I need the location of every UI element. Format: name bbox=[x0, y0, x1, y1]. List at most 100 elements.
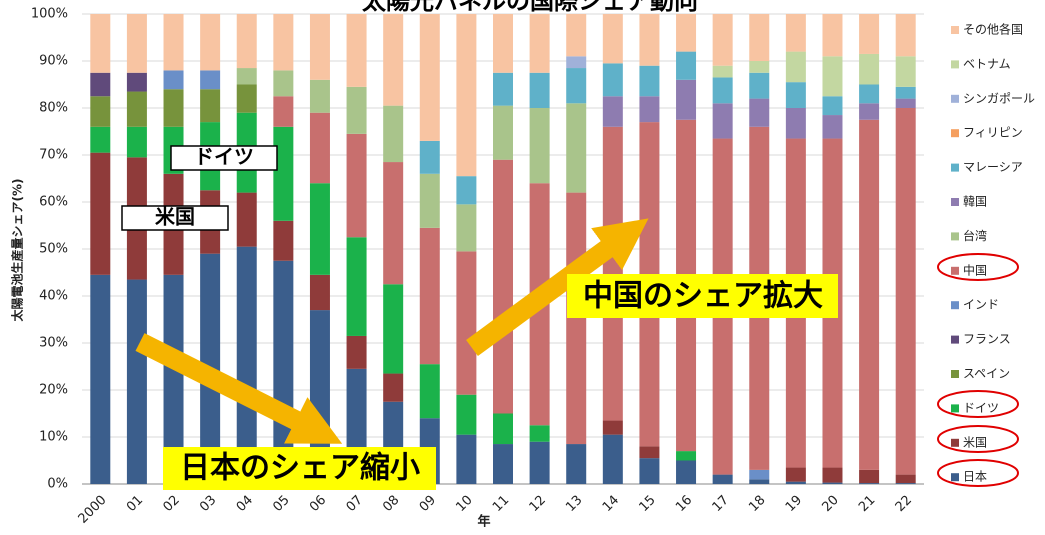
bar-segment bbox=[163, 274, 184, 484]
bar-segment bbox=[566, 14, 587, 57]
bar-segment bbox=[639, 65, 660, 97]
bar-segment bbox=[639, 96, 660, 123]
legend-swatch bbox=[951, 232, 959, 241]
bar-segment bbox=[785, 14, 806, 52]
bar-segment bbox=[566, 68, 587, 104]
y-tick-label: 100% bbox=[31, 7, 68, 22]
bar-segment bbox=[90, 152, 111, 275]
bar-segment bbox=[712, 103, 733, 139]
bar-segment bbox=[676, 79, 697, 120]
bar-segment bbox=[895, 108, 916, 475]
bar-segment bbox=[236, 246, 257, 484]
bar-segment bbox=[273, 70, 294, 97]
arrow bbox=[135, 333, 343, 444]
bar-segment bbox=[749, 72, 770, 99]
bar-segment bbox=[200, 70, 221, 90]
plot-area bbox=[82, 13, 924, 485]
bar-segment bbox=[309, 274, 330, 311]
bar-segment bbox=[566, 56, 587, 69]
bar-segment bbox=[273, 220, 294, 261]
annotation: 米国 bbox=[155, 205, 195, 229]
bar-segment bbox=[346, 86, 367, 134]
y-tick-label: 60% bbox=[39, 195, 68, 210]
legend-label: シンガポール bbox=[963, 91, 1035, 105]
bar-segment bbox=[859, 103, 880, 120]
legend-swatch bbox=[951, 438, 959, 447]
y-tick-label: 20% bbox=[39, 383, 68, 398]
x-tick-label: 14 bbox=[600, 493, 622, 515]
x-tick-label: 17 bbox=[710, 493, 732, 515]
bar-segment bbox=[639, 446, 660, 459]
x-tick-label: 08 bbox=[380, 493, 402, 515]
bar-segment bbox=[200, 14, 221, 71]
bar-segment bbox=[456, 14, 477, 177]
bar-segment bbox=[90, 72, 111, 97]
bar-segment bbox=[163, 89, 184, 127]
x-tick-label: 20 bbox=[819, 493, 841, 515]
bar-segment bbox=[822, 467, 843, 483]
bar-segment bbox=[566, 444, 587, 484]
bar-segment bbox=[859, 84, 880, 104]
bar-segment bbox=[200, 89, 221, 123]
bar-segment bbox=[163, 70, 184, 90]
bar-segment bbox=[529, 425, 550, 442]
legend-label: マレーシア bbox=[963, 160, 1023, 174]
bar-segment bbox=[383, 162, 404, 285]
bar-segment bbox=[456, 394, 477, 435]
bar-segment bbox=[126, 72, 147, 92]
bar-segment bbox=[822, 56, 843, 97]
legend-swatch bbox=[951, 26, 959, 34]
bar-segment bbox=[859, 119, 880, 470]
bar-segment bbox=[859, 53, 880, 85]
bar-segment bbox=[895, 14, 916, 57]
legend-label: 韓国 bbox=[963, 195, 987, 209]
bar-segment bbox=[529, 72, 550, 108]
bar-segment bbox=[236, 68, 257, 85]
chart-title: 太陽光パネルの国際シェア動向 bbox=[362, 0, 698, 15]
bar-segment bbox=[895, 474, 916, 484]
bar-segment bbox=[749, 479, 770, 484]
legend-highlights bbox=[937, 253, 1019, 487]
bar-segment bbox=[785, 467, 806, 482]
bar-segment bbox=[90, 14, 111, 73]
x-tick-label: 2000 bbox=[76, 493, 110, 527]
legend-label: フランス bbox=[963, 332, 1011, 346]
bar-segment bbox=[676, 14, 697, 52]
bar-segment bbox=[859, 14, 880, 54]
y-tick-label: 90% bbox=[39, 54, 68, 69]
bar-segment bbox=[602, 420, 623, 435]
bar-segment bbox=[602, 14, 623, 64]
bar-segment bbox=[529, 108, 550, 184]
bar-segment bbox=[236, 192, 257, 247]
x-tick-label: 12 bbox=[527, 493, 549, 515]
annotation-box bbox=[121, 205, 229, 231]
legend-swatch bbox=[951, 266, 959, 275]
y-tick-label: 50% bbox=[39, 242, 68, 257]
x-tick-label: 15 bbox=[636, 493, 658, 515]
bar-segment bbox=[309, 79, 330, 113]
legend-label: ベトナム bbox=[963, 57, 1011, 71]
bar-segment bbox=[493, 413, 513, 445]
bar-segment bbox=[676, 451, 697, 461]
bar-segment bbox=[236, 14, 257, 69]
bar-segment bbox=[236, 84, 257, 113]
x-tick-label: 18 bbox=[746, 493, 768, 515]
bar-segment bbox=[529, 14, 550, 73]
bar-segment bbox=[456, 204, 477, 252]
bar-segment bbox=[749, 61, 770, 73]
bar-segment bbox=[493, 72, 513, 106]
bar-segment bbox=[90, 126, 111, 153]
bar-segment bbox=[712, 14, 733, 66]
bar-segment bbox=[493, 14, 513, 73]
bar-segment bbox=[273, 126, 294, 221]
bar-segment bbox=[90, 274, 111, 484]
x-tick-label: 11 bbox=[490, 493, 512, 515]
bar-segment bbox=[493, 444, 513, 484]
legend-swatch bbox=[951, 60, 959, 69]
bar-segment bbox=[346, 14, 367, 87]
x-tick-label: 21 bbox=[856, 493, 878, 515]
bar-segment bbox=[346, 133, 367, 238]
y-tick-label: 10% bbox=[39, 430, 68, 445]
legend-label: フィリピン bbox=[963, 126, 1023, 140]
x-tick-label: 10 bbox=[453, 493, 475, 515]
